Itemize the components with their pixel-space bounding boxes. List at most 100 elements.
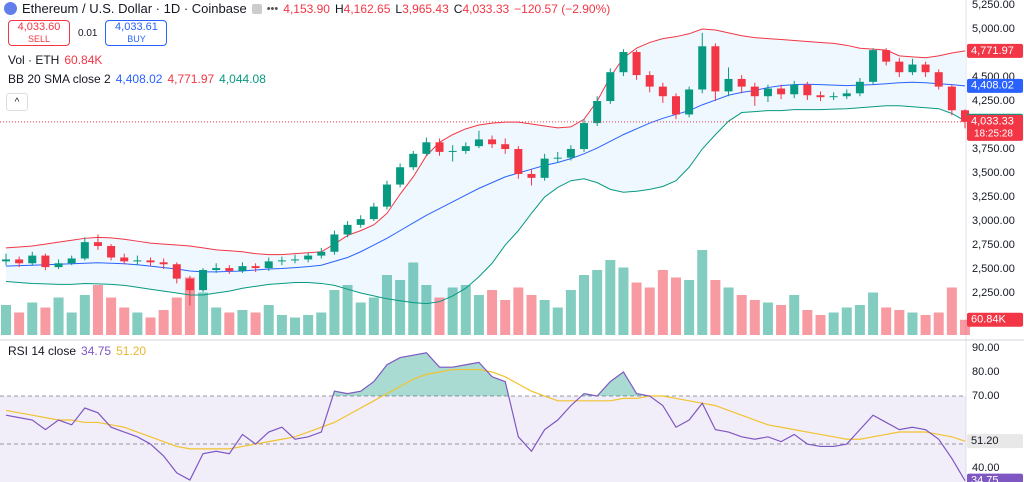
volume-bar — [841, 307, 852, 335]
legend-value: 4,771.97 — [167, 72, 215, 86]
candle-body — [501, 144, 510, 150]
volume-bar — [933, 312, 944, 335]
candle-body — [671, 96, 680, 115]
candle-body — [264, 261, 273, 269]
volume-bar — [631, 282, 642, 335]
candle-body — [369, 206, 378, 220]
volume-legend: Vol · ETH 60.84K — [8, 53, 102, 67]
volume-bar — [592, 270, 603, 335]
symbol-title[interactable]: Ethereum / U.S. Dollar · 1D · Coinbase — [22, 1, 247, 16]
candle-body — [606, 72, 615, 102]
candle-body — [737, 78, 746, 87]
sell-button[interactable]: 4,033.60 SELL — [8, 20, 70, 46]
volume-bar — [552, 307, 563, 335]
candle-body — [54, 263, 63, 268]
candle-body — [724, 78, 733, 92]
candle-body — [763, 88, 772, 97]
volume-bar — [828, 312, 839, 335]
candle-body — [461, 146, 470, 151]
volume-bar — [329, 290, 340, 335]
volume-bar — [789, 295, 800, 335]
candle-body — [238, 266, 247, 271]
rsi-line — [5, 368, 966, 450]
price-tag — [967, 114, 1023, 141]
y-tick-label: 2,250.00 — [972, 287, 1015, 299]
candle-body — [882, 50, 891, 62]
volume-bar — [276, 315, 287, 335]
volume-bar — [644, 287, 655, 335]
candle-body — [711, 46, 720, 92]
candle-body — [251, 266, 260, 269]
price-tag — [967, 312, 1023, 327]
y-tick-label: 3,250.00 — [972, 191, 1015, 203]
band-fill — [6, 28, 965, 304]
volume-bar — [500, 300, 511, 335]
eth-icon — [4, 2, 17, 15]
buy-price: 4,033.61 — [115, 21, 158, 33]
volume-bar — [92, 285, 103, 335]
volume-bar — [355, 302, 366, 335]
volume-bar — [579, 275, 590, 335]
volume-bar — [211, 307, 222, 335]
price-tag-label: 51.20 — [971, 435, 999, 447]
candle-body — [580, 123, 589, 150]
candle-body — [225, 268, 234, 271]
change: −120.57 (−2.90%) — [514, 1, 611, 16]
y-tick-label: 80.00 — [972, 366, 1000, 378]
candle-body — [698, 46, 707, 90]
legend-label: BB 20 SMA close 2 — [8, 72, 111, 86]
candle-body — [803, 84, 812, 96]
candle-body — [474, 139, 483, 147]
more[interactable]: ••• — [266, 2, 279, 15]
candle-body — [409, 153, 418, 168]
candle-body — [777, 88, 786, 95]
icon[interactable] — [251, 3, 262, 14]
candle-body — [317, 251, 326, 256]
candle-body — [658, 86, 667, 97]
volume-bar — [145, 317, 156, 335]
y-tick-label: 3,500.00 — [972, 167, 1015, 179]
candle-body — [593, 101, 602, 124]
candle-body — [212, 268, 221, 270]
countdown: 18:25:28 — [974, 128, 1013, 139]
volume-bar — [868, 292, 879, 335]
spread: 0.01 — [78, 27, 98, 39]
ohlc-value: 4,162.65 — [343, 1, 391, 16]
legend-value: 34.75 — [81, 344, 112, 358]
ohlc-value: 3,965.43 — [402, 1, 449, 16]
collapse-button[interactable]: ^ — [6, 93, 28, 111]
y-tick-label: 70.00 — [972, 390, 1000, 402]
candle-body — [632, 52, 641, 76]
volume-bar — [53, 297, 64, 335]
legend-value: 60.84K — [64, 53, 103, 67]
volume-bar — [250, 312, 261, 335]
volume-bar — [605, 260, 616, 335]
volume-bar — [395, 280, 406, 335]
volume-bar — [171, 297, 182, 335]
legend-value: 51.20 — [116, 344, 147, 358]
candle-body — [842, 93, 851, 97]
y-tick-label: 40.00 — [972, 462, 1000, 474]
price-tag-label: 4,408.02 — [971, 80, 1014, 92]
price-tag — [967, 473, 1023, 482]
volume-bar — [736, 295, 747, 335]
overbought-fill — [332, 352, 650, 397]
volume-bar — [749, 300, 760, 335]
buy-button[interactable]: 4,033.61 BUY — [105, 20, 168, 46]
volume-bar — [697, 250, 708, 335]
candle-body — [566, 149, 575, 158]
candle-body — [790, 84, 799, 95]
ohlc-value: 4,153.90 — [283, 1, 330, 16]
legend-label: RSI 14 close — [8, 344, 77, 358]
candle-body — [185, 278, 194, 291]
volume-bar — [657, 270, 668, 335]
volume-bar — [106, 297, 117, 335]
candle-body — [855, 81, 864, 94]
y-tick-label: 5,000.00 — [972, 23, 1015, 35]
candle-body — [15, 259, 24, 264]
price-tag-label: 34.75 — [971, 475, 999, 482]
volume-bar — [224, 312, 235, 335]
volume-bar — [894, 310, 905, 335]
